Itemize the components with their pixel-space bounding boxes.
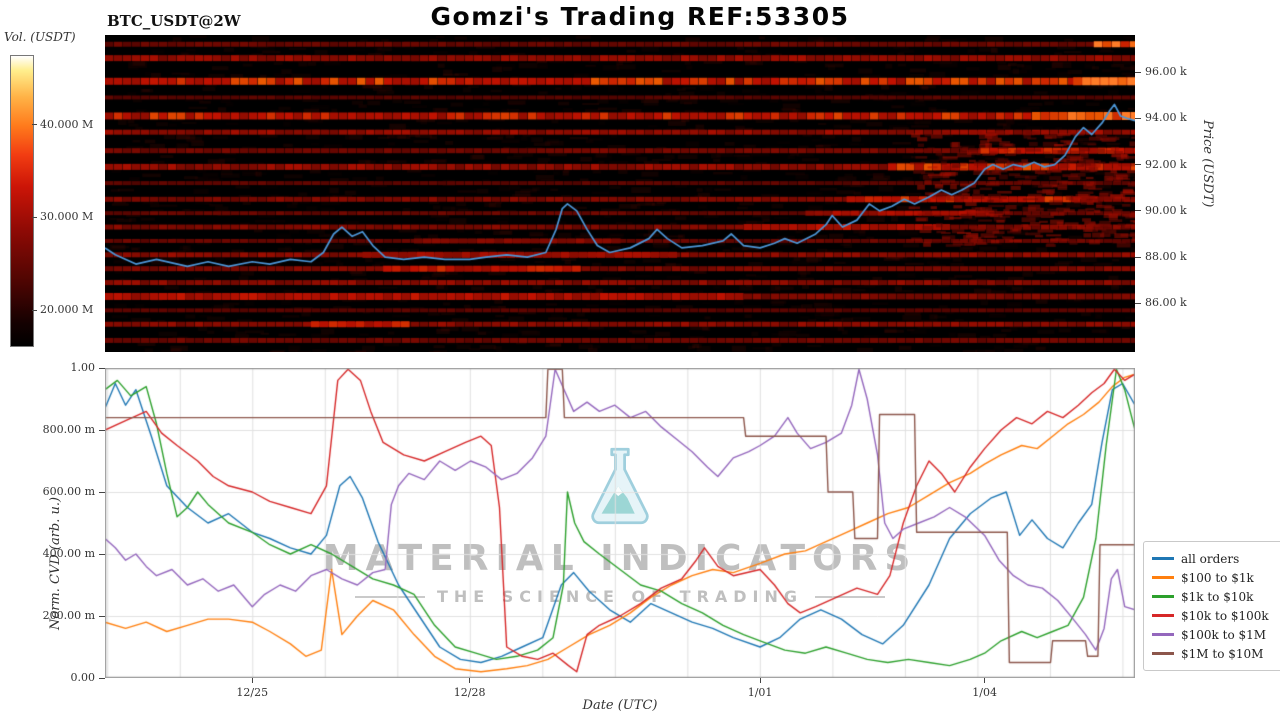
price-tick-label: 92.00 k	[1145, 157, 1187, 171]
volume-colorbar	[10, 55, 34, 347]
colorbar-tick-mark	[32, 124, 37, 126]
legend-label: $100 to $1k	[1181, 570, 1254, 585]
legend-label: $100k to $1M	[1181, 627, 1267, 642]
legend-label: $10k to $100k	[1181, 608, 1269, 623]
cvd-tick-mark	[99, 615, 105, 617]
cvd-tick-label: 600.00 m	[42, 485, 95, 498]
legend-label: $1M to $10M	[1181, 646, 1264, 661]
colorbar-tick-mark	[32, 309, 37, 311]
cvd-tick-mark	[99, 367, 105, 369]
cvd-tick-mark	[99, 553, 105, 555]
price-tick-mark	[1135, 210, 1141, 212]
cvd-tick-mark	[99, 429, 105, 431]
legend-item: all orders	[1152, 549, 1278, 568]
legend-label: $1k to $10k	[1181, 589, 1254, 604]
legend-swatch	[1152, 557, 1174, 560]
page-title: Gomzi's Trading REF:53305	[430, 2, 850, 31]
legend-swatch	[1152, 652, 1174, 655]
date-axis-title: Date (UTC)	[582, 698, 658, 713]
cvd-tick-label: 200.00 m	[42, 609, 95, 622]
legend: all orders $100 to $1k $1k to $10k $10k to …	[1143, 541, 1280, 671]
legend-swatch	[1152, 595, 1174, 598]
legend-swatch	[1152, 576, 1174, 579]
price-tick-mark	[1135, 117, 1141, 119]
cvd-tick-label: 800.00 m	[42, 423, 95, 436]
cvd-tick-mark	[99, 677, 105, 679]
date-tick-mark	[469, 678, 471, 683]
cvd-axis-title: Norm. CVD (arb. u.)	[48, 496, 63, 630]
colorbar-tick-mark	[32, 216, 37, 218]
price-tick-label: 88.00 k	[1145, 250, 1187, 264]
price-tick-mark	[1135, 256, 1141, 258]
legend-item: $1M to $10M	[1152, 644, 1278, 663]
date-tick-mark	[251, 678, 253, 683]
date-tick-label: 1/01	[747, 686, 773, 699]
date-tick-mark	[984, 678, 986, 683]
price-tick-mark	[1135, 71, 1141, 73]
legend-swatch	[1152, 614, 1174, 617]
legend-swatch	[1152, 633, 1174, 636]
price-tick-mark	[1135, 302, 1141, 304]
cvd-canvas	[105, 368, 1135, 678]
cvd-tick-label: 400.00 m	[42, 547, 95, 560]
price-axis-title: Price (USDT)	[1200, 120, 1215, 208]
colorbar-tick-label: 30.000 M	[40, 210, 94, 224]
legend-item: $100 to $1k	[1152, 568, 1278, 587]
liquidity-heatmap-chart	[105, 35, 1135, 352]
legend-item: $10k to $100k	[1152, 606, 1278, 625]
symbol-label: BTC_USDT@2W	[107, 12, 241, 30]
cvd-tick-label: 0.00	[70, 671, 96, 684]
price-tick-label: 86.00 k	[1145, 296, 1187, 310]
heatmap-canvas	[105, 35, 1135, 352]
cvd-tick-label: 1.00	[70, 361, 96, 374]
legend-label: all orders	[1181, 551, 1240, 566]
legend-item: $1k to $10k	[1152, 587, 1278, 606]
date-tick-label: 1/04	[972, 686, 997, 699]
date-tick-label: 12/25	[236, 686, 269, 699]
price-tick-label: 96.00 k	[1145, 65, 1187, 79]
price-tick-label: 94.00 k	[1145, 111, 1187, 125]
price-tick-label: 90.00 k	[1145, 203, 1187, 217]
date-tick-mark	[759, 678, 761, 683]
colorbar-label: Vol. (USDT)	[4, 30, 76, 44]
legend-item: $100k to $1M	[1152, 625, 1278, 644]
colorbar-tick-label: 40.000 M	[40, 117, 94, 131]
colorbar-tick-label: 20.000 M	[40, 303, 94, 317]
price-tick-mark	[1135, 164, 1141, 166]
date-tick-label: 12/28	[453, 686, 486, 699]
cvd-chart	[105, 368, 1135, 678]
cvd-tick-mark	[99, 491, 105, 493]
